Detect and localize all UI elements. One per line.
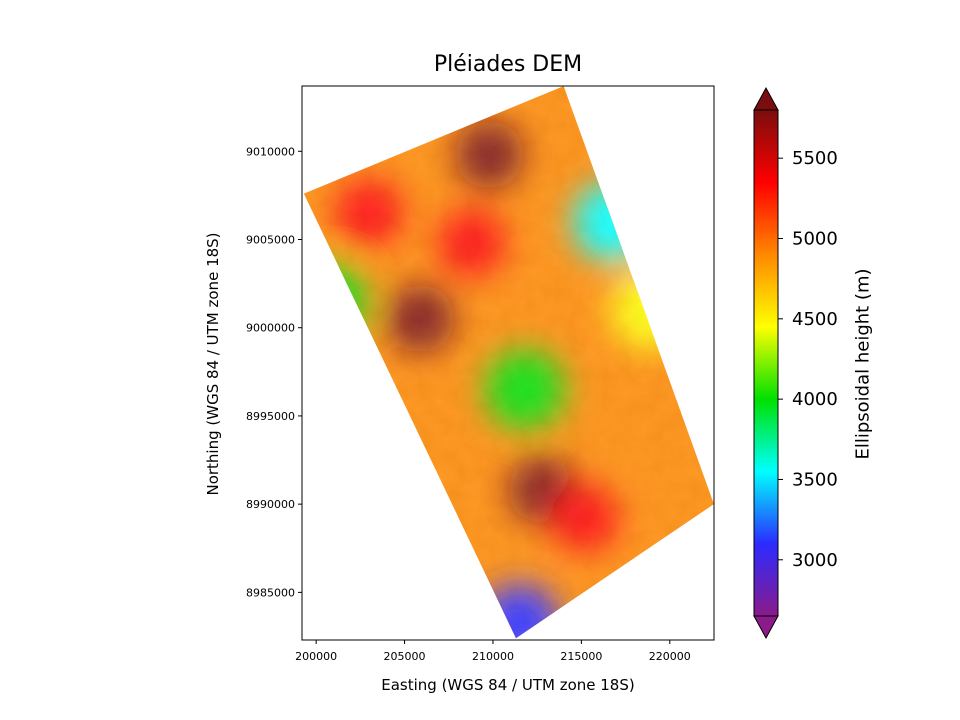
colorbar-extend-max: [753, 86, 779, 111]
colorbar: [754, 110, 778, 616]
x-tick-label: 205000: [384, 650, 426, 663]
hillshade-texture: [303, 86, 714, 639]
colorbar-frame: [753, 109, 779, 617]
y-tick-label: 8995000: [246, 410, 295, 423]
y-tick-label: 8990000: [246, 498, 295, 511]
colorbar-tick-label: 4500: [792, 309, 838, 330]
colorbar-tick-label: 5000: [792, 229, 838, 250]
x-tick-label: 220000: [649, 650, 691, 663]
colorbar-extend-min: [753, 615, 779, 640]
colorbar-tick-label: 3500: [792, 469, 838, 490]
colorbar-tick-label: 5500: [792, 148, 838, 169]
y-tick-label: 9010000: [246, 145, 295, 158]
colorbar-tick-label: 4000: [792, 389, 838, 410]
y-tick-label: 8985000: [246, 586, 295, 599]
x-tick-label: 215000: [560, 650, 602, 663]
y-tick-label: 9000000: [246, 322, 295, 335]
chart-title: Pléiades DEM: [433, 52, 583, 77]
x-tick-label: 210000: [472, 650, 514, 663]
colorbar-tick-label: 3000: [792, 550, 838, 571]
colorbar-label: Ellipsoidal height (m): [852, 268, 874, 460]
y-axis-label: Northing (WGS 84 / UTM zone 18S): [204, 232, 222, 496]
y-tick-label: 9005000: [246, 233, 295, 246]
plot-frame: [301, 85, 715, 641]
x-tick-label: 200000: [295, 650, 337, 663]
x-axis-label: Easting (WGS 84 / UTM zone 18S): [381, 676, 635, 694]
